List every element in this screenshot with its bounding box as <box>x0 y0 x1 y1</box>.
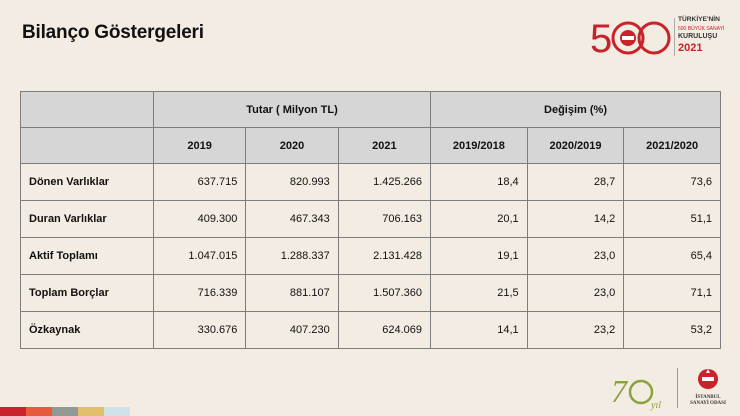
logo-caption: TÜRKİYE'NİN 500 BÜYÜK SANAYİ KURULUŞU 20… <box>678 16 730 54</box>
column-header: 2019 <box>152 127 247 164</box>
group-header-row: Tutar ( Milyon TL) Değişim (%) <box>20 91 721 128</box>
table-cell: 820.993 <box>245 163 339 201</box>
group-header-amount: Tutar ( Milyon TL) <box>152 91 432 128</box>
table-cell: 1.425.266 <box>337 163 432 201</box>
org-name-line1: İSTANBUL <box>695 395 721 400</box>
color-swatch <box>52 407 78 416</box>
color-swatch <box>104 407 130 416</box>
column-header: 2021/2020 <box>623 127 721 164</box>
logo-year: 2021 <box>678 41 703 54</box>
table-cell: 467.343 <box>245 200 339 238</box>
table-cell: 1.288.337 <box>245 237 339 275</box>
table-cell: 65,4 <box>623 237 721 275</box>
logo-line2: 500 BÜYÜK SANAYİ <box>678 25 725 32</box>
row-label: Özkaynak <box>20 311 154 349</box>
table-row: Özkaynak 330.676 407.230 624.069 14,1 23… <box>20 311 721 349</box>
table-cell: 14,2 <box>526 200 625 238</box>
color-swatch <box>26 407 52 416</box>
row-label: Toplam Borçlar <box>20 274 154 312</box>
table-cell: 23,0 <box>526 237 625 275</box>
table-cell: 23,2 <box>526 311 625 349</box>
table-cell: 881.107 <box>245 274 339 312</box>
column-header: 2019/2018 <box>430 127 528 164</box>
logo-line1: TÜRKİYE'NİN <box>678 16 720 23</box>
row-label: Aktif Toplamı <box>20 237 154 275</box>
logo-divider <box>677 368 678 408</box>
column-header: 2020/2019 <box>526 127 625 164</box>
table-cell: 716.339 <box>152 274 247 312</box>
table-cell: 21,5 <box>430 274 528 312</box>
logo-divider <box>674 18 675 56</box>
color-swatch <box>78 407 104 416</box>
table-row: Aktif Toplamı 1.047.015 1.288.337 2.131.… <box>20 237 721 275</box>
row-label: Dönen Varlıklar <box>20 163 154 201</box>
svg-text:5: 5 <box>590 17 612 60</box>
table-cell: 14,1 <box>430 311 528 349</box>
turkiye-500-logo: 5 TÜRKİYE'NİN 500 BÜYÜK SANAYİ KURULUŞU … <box>588 14 728 60</box>
table-cell: 73,6 <box>623 163 721 201</box>
color-swatch <box>0 407 26 416</box>
table-row: Dönen Varlıklar 637.715 820.993 1.425.26… <box>20 163 721 201</box>
istanbul-sanayi-odasi-logo: İSTANBUL SANAYİ ODASI <box>683 368 733 412</box>
table-cell: 407.230 <box>245 311 339 349</box>
org-name-line2: SANAYİ ODASI <box>690 401 726 406</box>
table-row: Duran Varlıklar 409.300 467.343 706.163 … <box>20 200 721 238</box>
logo-line3: KURULUŞU <box>678 33 718 40</box>
svg-text:7: 7 <box>611 373 629 409</box>
balance-indicators-table: Tutar ( Milyon TL) Değişim (%) 2019 2020… <box>20 91 721 349</box>
slide-title: Bilanço Göstergeleri <box>22 22 204 43</box>
500-digits-icon: 5 <box>590 17 671 60</box>
table-cell: 1.047.015 <box>152 237 247 275</box>
corner-cell <box>20 91 154 128</box>
table-cell: 624.069 <box>337 311 432 349</box>
table-cell: 20,1 <box>430 200 528 238</box>
table-cell: 23,0 <box>526 274 625 312</box>
decorative-color-bar <box>0 407 130 416</box>
table-cell: 28,7 <box>526 163 625 201</box>
group-header-change: Değişim (%) <box>430 91 721 128</box>
svg-text:yıl: yıl <box>650 400 661 411</box>
table-cell: 18,4 <box>430 163 528 201</box>
table-cell: 330.676 <box>152 311 247 349</box>
iso-emblem-icon <box>698 369 718 389</box>
column-header-row: 2019 2020 2021 2019/2018 2020/2019 2021/… <box>20 127 721 164</box>
table-cell: 19,1 <box>430 237 528 275</box>
column-header: 2021 <box>337 127 432 164</box>
table-cell: 1.507.360 <box>337 274 432 312</box>
table-cell: 637.715 <box>152 163 247 201</box>
row-label: Duran Varlıklar <box>20 200 154 238</box>
table-cell: 409.300 <box>152 200 247 238</box>
table-cell: 2.131.428 <box>337 237 432 275</box>
table-row: Toplam Borçlar 716.339 881.107 1.507.360… <box>20 274 721 312</box>
table-cell: 53,2 <box>623 311 721 349</box>
table-cell: 51,1 <box>623 200 721 238</box>
corner-cell <box>20 127 154 164</box>
70-year-logo-icon: 7 yıl <box>611 373 661 411</box>
column-header: 2020 <box>245 127 339 164</box>
table-cell: 706.163 <box>337 200 432 238</box>
table-cell: 71,1 <box>623 274 721 312</box>
